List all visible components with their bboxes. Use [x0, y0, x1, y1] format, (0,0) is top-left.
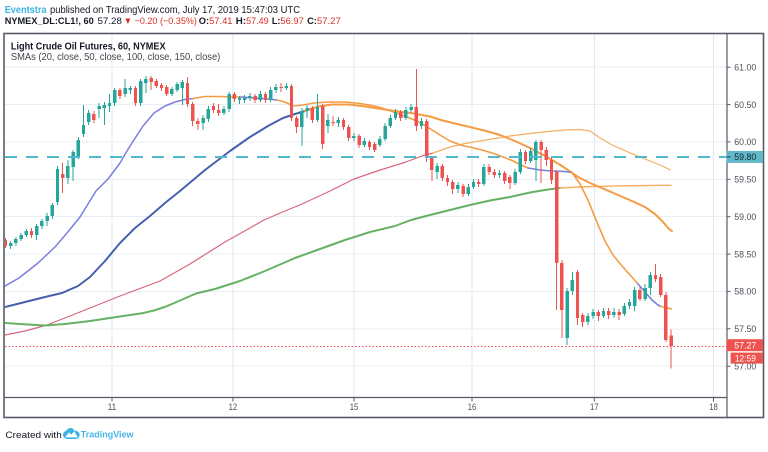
svg-text:57.00: 57.00: [734, 361, 756, 371]
svg-text:61.00: 61.00: [734, 62, 756, 72]
svg-text:H:: H:: [236, 16, 246, 27]
svg-text:−0.20 (−0.35%): −0.20 (−0.35%): [135, 16, 197, 27]
svg-text:57.41: 57.41: [209, 16, 232, 27]
svg-text:NYMEX_DL:CL1!, 60: NYMEX_DL:CL1!, 60: [5, 16, 94, 27]
svg-text:56.97: 56.97: [280, 16, 303, 27]
svg-text:57.50: 57.50: [734, 324, 756, 334]
svg-text:TradingView: TradingView: [81, 429, 134, 440]
svg-text:▼: ▼: [124, 16, 132, 27]
svg-text:12:59: 12:59: [735, 354, 756, 364]
svg-text:57.49: 57.49: [246, 16, 269, 27]
svg-text:60.00: 60.00: [734, 137, 756, 147]
svg-text:57.27: 57.27: [734, 341, 756, 351]
svg-text:57.28: 57.28: [98, 16, 122, 27]
svg-text:16: 16: [468, 402, 477, 412]
svg-text:O:: O:: [199, 16, 209, 27]
svg-text:59.50: 59.50: [734, 175, 756, 185]
svg-text:58.50: 58.50: [734, 249, 756, 259]
svg-text:Created with: Created with: [5, 430, 61, 441]
svg-text:Eventstra: Eventstra: [5, 5, 47, 16]
svg-text:SMAs (20, close, 50, close, 10: SMAs (20, close, 50, close, 100, close, …: [11, 52, 220, 63]
svg-text:Light Crude Oil Futures, 60, N: Light Crude Oil Futures, 60, NYMEX: [11, 42, 166, 53]
svg-text:18: 18: [709, 402, 718, 412]
svg-text:11: 11: [108, 402, 117, 412]
svg-text:57.27: 57.27: [317, 16, 341, 27]
svg-text:12: 12: [229, 402, 238, 412]
svg-text:17: 17: [590, 402, 599, 412]
svg-text:59.00: 59.00: [734, 212, 756, 222]
svg-text:58.00: 58.00: [734, 287, 756, 297]
svg-text:published on TradingView.com,: published on TradingView.com, July 17, 2…: [50, 5, 300, 16]
svg-text:60.50: 60.50: [734, 100, 756, 110]
svg-text:L:: L:: [272, 16, 281, 27]
svg-text:59.80: 59.80: [734, 152, 756, 162]
svg-text:15: 15: [350, 402, 359, 412]
svg-text:C:: C:: [307, 16, 317, 27]
